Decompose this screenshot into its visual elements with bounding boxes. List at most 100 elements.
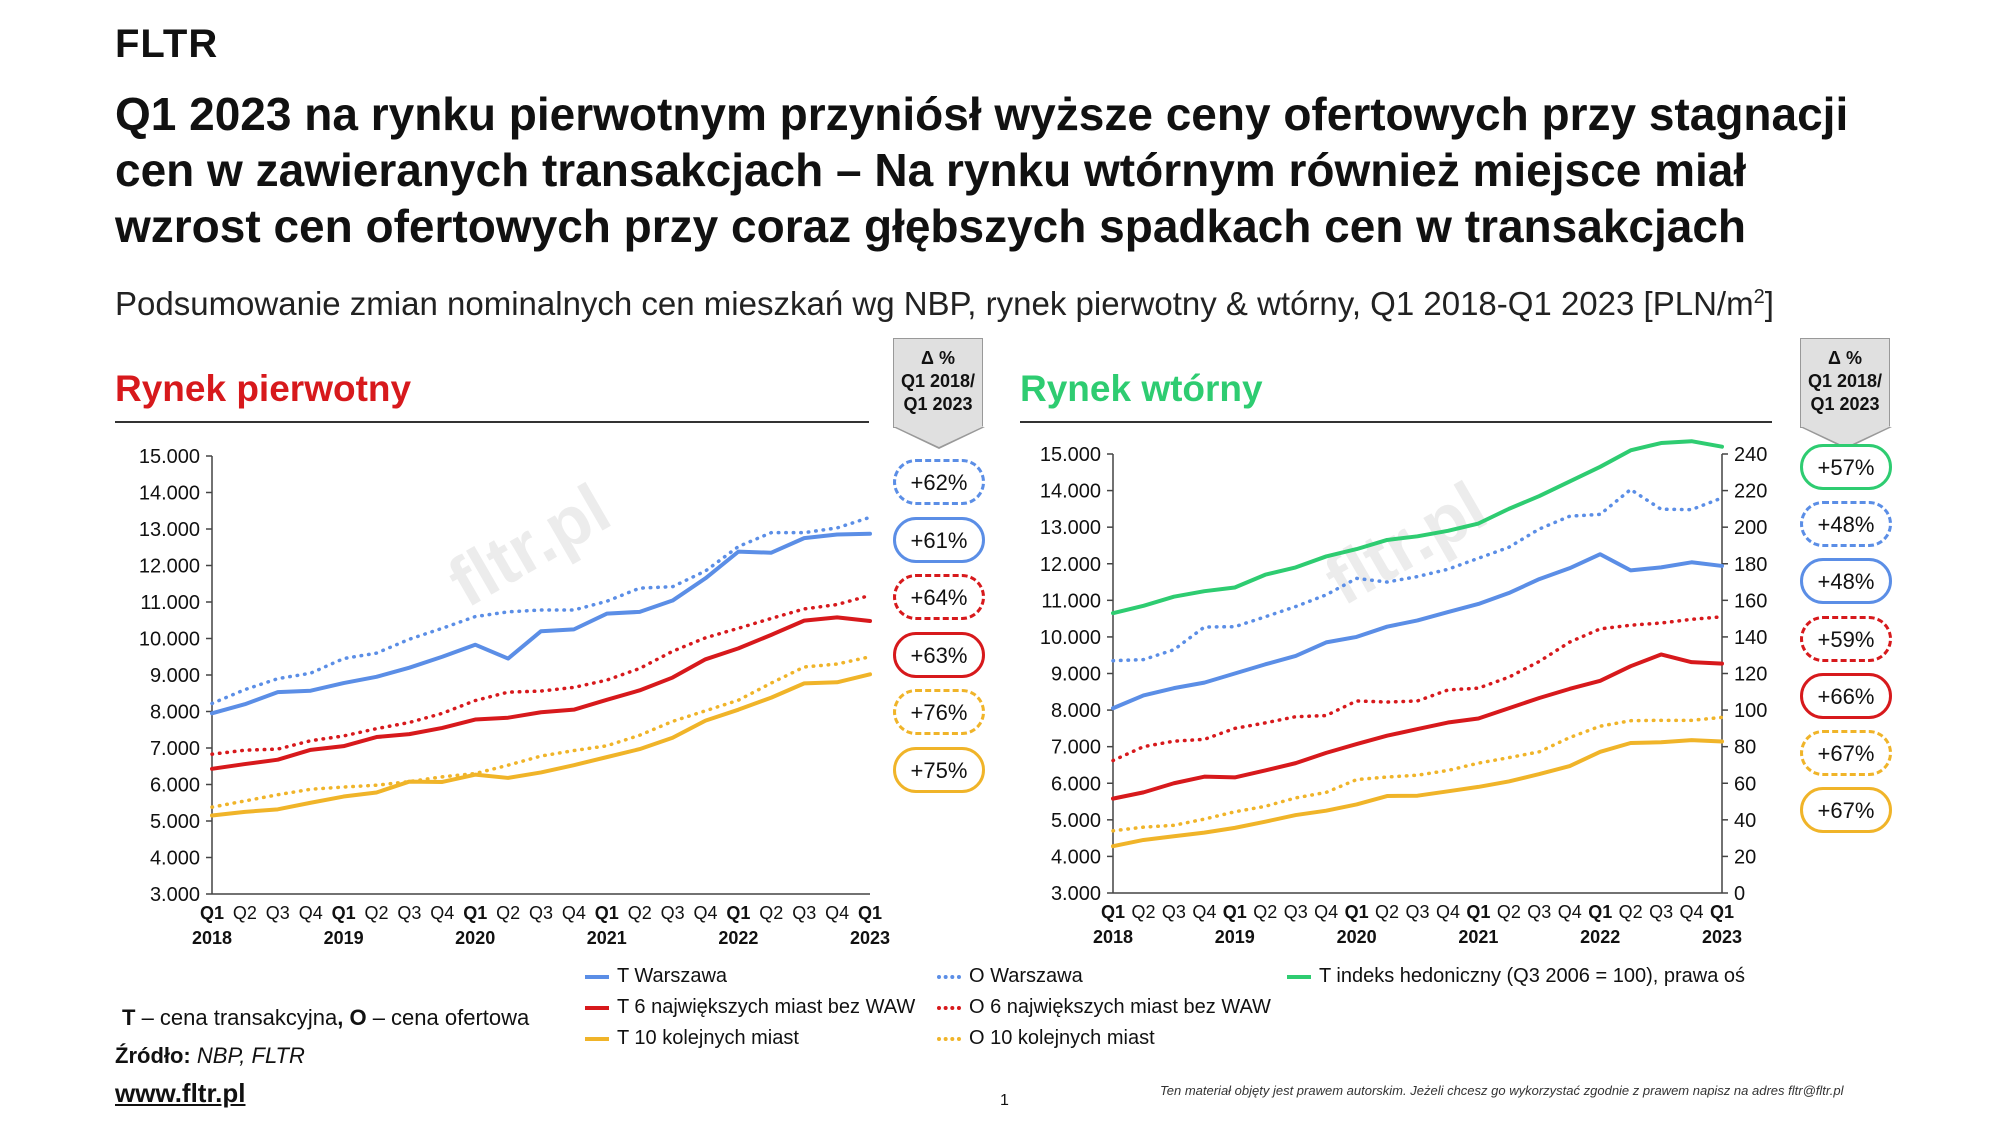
x-year-label: 2018 bbox=[1093, 927, 1133, 947]
y-tick-label: 14.000 bbox=[1040, 481, 1101, 503]
x-tick-label: Q3 bbox=[1649, 902, 1673, 922]
x-tick-label: Q2 bbox=[1253, 902, 1277, 922]
y-tick-label: 8.000 bbox=[1051, 700, 1101, 722]
y-tick-label: 10.000 bbox=[139, 629, 200, 651]
legend-item: O 10 kolejnych miast bbox=[937, 1027, 1155, 1050]
y2-tick-label: 100 bbox=[1734, 700, 1767, 722]
y-tick-label: 6.000 bbox=[150, 775, 200, 797]
x-year-label: 2022 bbox=[718, 928, 758, 948]
x-tick-label: Q2 bbox=[628, 903, 652, 923]
secondary-market-chart: fltr.pl 3.000 4.000 5.000 6.000 7.000 8.000 9.0… bbox=[1040, 439, 1767, 947]
x-tick-label: Q4 bbox=[1192, 902, 1216, 922]
delta-pill: +63% bbox=[893, 631, 985, 678]
y-tick-label: 14.000 bbox=[139, 483, 200, 505]
x-tick-label: Q3 bbox=[1284, 902, 1308, 922]
legend-item: T 10 kolejnych miast bbox=[585, 1027, 799, 1050]
delta-pill: +76% bbox=[893, 689, 985, 735]
legend-item: T indeks hedoniczny (Q3 2006 = 100), pra… bbox=[1287, 965, 1745, 988]
series-line bbox=[210, 672, 872, 818]
y2-tick-label: 0 bbox=[1734, 883, 1745, 905]
y2-tick-label: 80 bbox=[1734, 737, 1756, 759]
x-tick-label: Q1 bbox=[200, 903, 224, 923]
y-tick-label: 5.000 bbox=[1051, 810, 1101, 832]
series-line bbox=[1111, 715, 1724, 833]
x-tick-label: Q4 bbox=[693, 903, 717, 923]
y2-tick-label: 120 bbox=[1734, 664, 1767, 686]
x-tick-label: Q2 bbox=[1375, 902, 1399, 922]
source-note: Źródło: NBP, FLTR bbox=[115, 1043, 305, 1068]
x-tick-label: Q2 bbox=[364, 903, 388, 923]
x-tick-label: Q1 bbox=[1101, 902, 1125, 922]
x-tick-label: Q4 bbox=[430, 903, 454, 923]
delta-pill: +62% bbox=[893, 459, 985, 505]
delta-pill: +61% bbox=[893, 516, 985, 563]
x-tick-label: Q2 bbox=[1619, 902, 1643, 922]
y-tick-label: 15.000 bbox=[1040, 444, 1101, 466]
y-tick-label: 4.000 bbox=[1051, 846, 1101, 868]
x-tick-label: Q4 bbox=[562, 903, 586, 923]
primary-market-chart: fltr.pl 3.000 4.000 5.000 6.000 7.000 8.000 9.0… bbox=[139, 446, 890, 948]
x-tick-label: Q2 bbox=[1497, 902, 1521, 922]
series-line bbox=[210, 655, 872, 809]
x-year-label: 2023 bbox=[850, 928, 890, 948]
delta-header-secondary: Δ % Q1 2018/ Q1 2023 bbox=[1800, 338, 1892, 449]
x-tick-label: Q2 bbox=[496, 903, 520, 923]
x-tick-label: Q4 bbox=[1558, 902, 1582, 922]
y-tick-label: 6.000 bbox=[1051, 773, 1101, 795]
y2-tick-label: 240 bbox=[1734, 444, 1767, 466]
website-link[interactable]: www.fltr.pl bbox=[115, 1078, 246, 1108]
x-tick-label: Q4 bbox=[1314, 902, 1338, 922]
x-tick-label: Q1 bbox=[726, 903, 750, 923]
y2-tick-label: 140 bbox=[1734, 627, 1767, 649]
legend-item: T Warszawa bbox=[585, 965, 727, 988]
delta-pill: +75% bbox=[893, 746, 985, 793]
delta-pill: +66% bbox=[1800, 672, 1892, 719]
chart-subtitle: Podsumowanie zmian nominalnych cen miesz… bbox=[115, 285, 1774, 322]
series-line bbox=[1111, 487, 1724, 663]
delta-pill: +48% bbox=[1800, 501, 1892, 548]
y-tick-label: 3.000 bbox=[1051, 883, 1101, 905]
primary-market-title: Rynek pierwotny bbox=[115, 368, 412, 409]
y-tick-label: 12.000 bbox=[139, 556, 200, 578]
x-tick-label: Q1 bbox=[1223, 902, 1247, 922]
secondary-market-title: Rynek wtórny bbox=[1020, 368, 1263, 409]
x-year-label: 2018 bbox=[192, 928, 232, 948]
series-line bbox=[1111, 615, 1724, 763]
x-tick-label: Q1 bbox=[463, 903, 487, 923]
watermark: fltr.pl bbox=[435, 469, 622, 622]
x-tick-label: Q3 bbox=[529, 903, 553, 923]
series-line bbox=[210, 515, 872, 706]
y-tick-label: 9.000 bbox=[150, 665, 200, 687]
y2-tick-label: 220 bbox=[1734, 481, 1767, 503]
x-year-label: 2019 bbox=[1215, 927, 1255, 947]
x-tick-label: Q1 bbox=[858, 903, 882, 923]
y2-tick-label: 60 bbox=[1734, 773, 1756, 795]
y-tick-label: 5.000 bbox=[150, 811, 200, 833]
y-tick-label: 13.000 bbox=[139, 519, 200, 541]
primary-title-rule bbox=[115, 421, 869, 423]
copyright-note: Ten materiał objęty jest prawem autorski… bbox=[1160, 1083, 1844, 1098]
y-tick-label: 15.000 bbox=[139, 446, 200, 468]
series-line bbox=[1111, 552, 1724, 711]
brand-logo: FLTR bbox=[115, 22, 219, 66]
delta-pill: +67% bbox=[1800, 730, 1892, 776]
y2-tick-label: 160 bbox=[1734, 590, 1767, 612]
x-tick-label: Q1 bbox=[1710, 902, 1734, 922]
x-tick-label: Q4 bbox=[299, 903, 323, 923]
x-year-label: 2021 bbox=[587, 928, 627, 948]
title-line-3: wzrost cen ofertowych przy coraz głębszy… bbox=[115, 200, 1747, 252]
secondary-title-rule bbox=[1020, 421, 1772, 423]
legend-item: T 6 największych miast bez WAW bbox=[585, 996, 915, 1019]
x-tick-label: Q3 bbox=[1162, 902, 1186, 922]
x-tick-label: Q1 bbox=[1345, 902, 1369, 922]
abbreviation-note: T – cena transakcyjna, O – cena ofertowa bbox=[122, 1005, 530, 1030]
y-tick-label: 13.000 bbox=[1040, 517, 1101, 539]
y-tick-label: 4.000 bbox=[150, 848, 200, 870]
y-tick-label: 10.000 bbox=[1040, 627, 1101, 649]
x-tick-label: Q4 bbox=[1436, 902, 1460, 922]
y-tick-label: 11.000 bbox=[140, 592, 200, 614]
page-number: 1 bbox=[1000, 1092, 1009, 1109]
delta-pill: +59% bbox=[1800, 615, 1892, 662]
x-tick-label: Q1 bbox=[1588, 902, 1612, 922]
delta-pill: +67% bbox=[1800, 787, 1892, 834]
